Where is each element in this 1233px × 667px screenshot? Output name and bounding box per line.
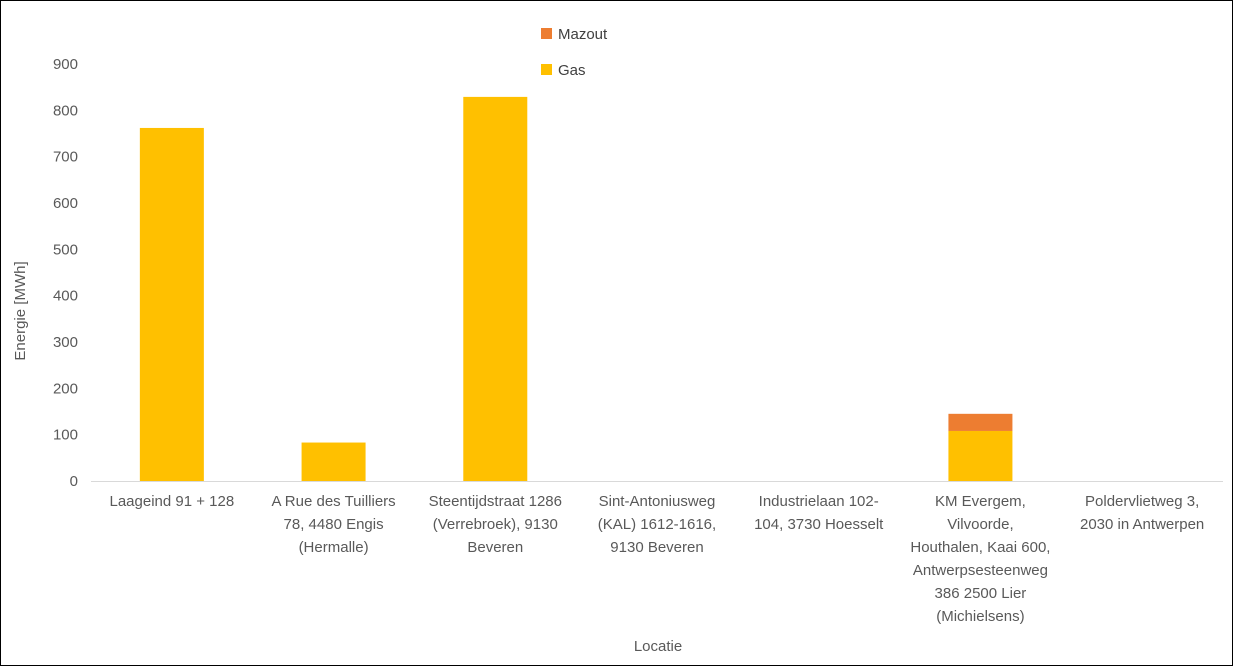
- y-tick-label: 200: [53, 380, 78, 397]
- x-category-label-line: 9130 Beveren: [610, 539, 703, 556]
- legend-label-mazout: Mazout: [558, 26, 608, 43]
- x-category-label-line: Vilvoorde,: [947, 516, 1013, 533]
- x-category-label: A Rue des Tuilliers 78, 4480 Engis (Hermal…: [271, 493, 395, 556]
- x-category-label-line: Industrielaan 102-: [759, 493, 879, 510]
- y-tick-label: 100: [53, 427, 78, 444]
- y-tick-label: 900: [53, 56, 78, 73]
- x-category-label-line: 2030 in Antwerpen: [1080, 516, 1204, 533]
- x-category-label-line: A Rue des Tuilliers: [271, 493, 395, 510]
- y-axis-ticks: 0 100 200 300 400 500 600 700 800 900: [53, 56, 78, 490]
- x-category-label: Industrielaan 102- 104, 3730 Hoesselt: [754, 493, 884, 533]
- x-category-label-line: Houthalen, Kaai 600,: [910, 539, 1050, 556]
- x-category-label-line: (Michielsens): [936, 608, 1024, 625]
- x-category-label-line: Poldervlietweg 3,: [1085, 493, 1199, 510]
- x-category-label-line: (Hermalle): [299, 539, 369, 556]
- x-category-label: Steentijdstraat 1286 (Verrebroek), 9130 Be…: [429, 493, 562, 556]
- x-category-label-line: 386 2500 Lier: [935, 585, 1027, 602]
- x-category-label-line: Sint-Antoniusweg: [599, 493, 716, 510]
- x-category-label-line: KM Evergem,: [935, 493, 1026, 510]
- x-category-label-line: 78, 4480 Engis: [284, 516, 384, 533]
- x-category-label: Sint-Antoniusweg (KAL) 1612-1616, 9130 Bev…: [598, 493, 716, 556]
- x-category-label-line: Laageind 91 + 128: [110, 493, 235, 510]
- legend-swatch-gas: [541, 64, 552, 75]
- y-tick-label: 700: [53, 149, 78, 166]
- y-tick-label: 300: [53, 334, 78, 351]
- y-tick-label: 500: [53, 241, 78, 258]
- y-tick-label: 400: [53, 288, 78, 305]
- bar-gas: [463, 96, 528, 481]
- x-category-label-line: (KAL) 1612-1616,: [598, 516, 716, 533]
- x-axis-title: Locatie: [634, 638, 682, 655]
- x-category-label-line: Steentijdstraat 1286: [429, 493, 562, 510]
- y-tick-label: 0: [70, 473, 78, 490]
- x-category-label-line: Beveren: [467, 539, 523, 556]
- bars: [139, 96, 1013, 481]
- y-tick-label: 800: [53, 102, 78, 119]
- x-category-label: KM Evergem, Vilvoorde, Houthalen, Kaai 600…: [910, 493, 1050, 625]
- x-category-label-line: (Verrebroek), 9130: [433, 516, 558, 533]
- bar-gas: [139, 127, 204, 481]
- x-category-label-line: 104, 3730 Hoesselt: [754, 516, 884, 533]
- x-category-label: Laageind 91 + 128: [110, 493, 235, 510]
- x-category-label: Poldervlietweg 3, 2030 in Antwerpen: [1080, 493, 1204, 533]
- y-axis-title: Energie [MWh]: [12, 261, 29, 360]
- x-axis-category-labels: Laageind 91 + 128 A Rue des Tuilliers 78, …: [110, 493, 1205, 625]
- bar-gas: [301, 442, 366, 481]
- bar-mazout: [948, 413, 1013, 431]
- legend-label-gas: Gas: [558, 62, 586, 79]
- y-tick-label: 600: [53, 195, 78, 212]
- legend-swatch-mazout: [541, 28, 552, 39]
- x-category-label-line: Antwerpsesteenweg: [913, 562, 1048, 579]
- bar-gas: [948, 430, 1013, 481]
- legend: Mazout Gas: [541, 26, 608, 79]
